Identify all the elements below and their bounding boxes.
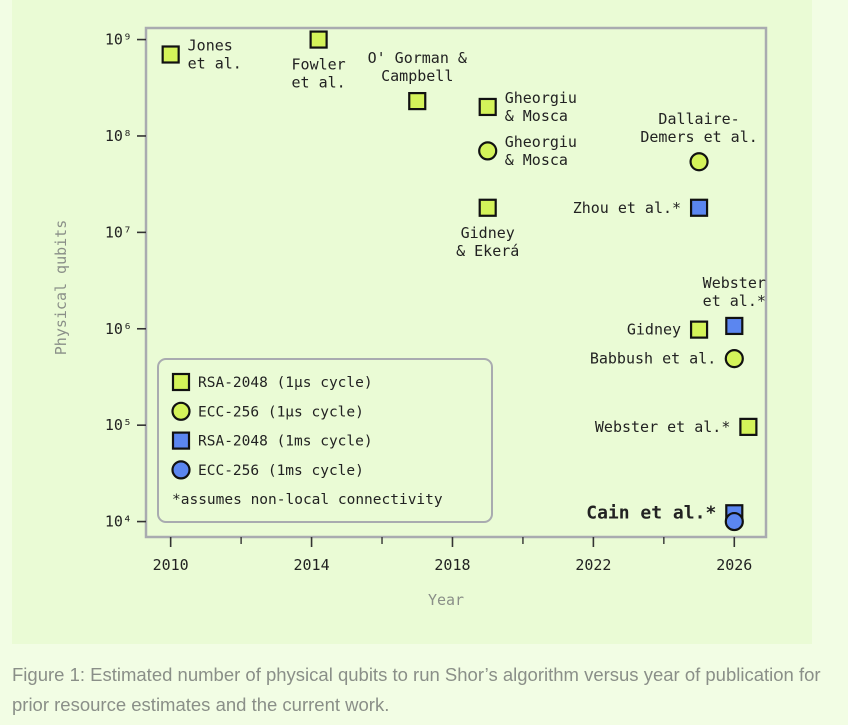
legend-marker — [171, 401, 191, 421]
figure-caption: Figure 1: Estimated number of physical q… — [12, 664, 821, 715]
x-tick-label: 2010 — [153, 556, 189, 574]
y-tick-label: 10⁴ — [105, 513, 132, 531]
y-tick-label: 10⁶ — [105, 320, 132, 338]
data-label: Fowler et al. — [292, 56, 346, 92]
data-label: Cain et al.* — [586, 502, 716, 523]
data-point — [689, 198, 709, 217]
plot-frame — [144, 26, 768, 539]
legend: RSA-2048 (1μs cycle) ECC-256 (1μs cycle) R… — [157, 358, 493, 523]
x-tick-label: 2026 — [716, 556, 752, 574]
y-tick-label: 10⁵ — [105, 416, 132, 434]
data-label: Gheorgiu & Mosca — [505, 89, 577, 125]
data-label: Gidney & Ekerá — [456, 224, 519, 260]
data-label: Webster et al.* — [595, 418, 730, 436]
legend-label: RSA-2048 (1μs cycle) — [198, 375, 373, 391]
data-point — [724, 349, 744, 369]
legend-label: RSA-2048 (1ms cycle) — [198, 434, 373, 450]
legend-note: *assumes non-local connectivity — [172, 492, 443, 508]
axes: 2010 2014 2018 2022 2026 10⁴ 10⁵ 10⁶ 10⁷ 10⁸ 10⁹ Ye… — [52, 31, 752, 609]
data-point — [408, 91, 427, 111]
data-points: Jones et al. Fowler et al. O' Gorman & Campbe… — [161, 30, 766, 532]
figure-panel: 2010 2014 2018 2022 2026 10⁴ 10⁵ 10⁶ 10⁷ 10⁸ 10⁹ Ye… — [12, 0, 812, 644]
x-tick-label: 2014 — [294, 556, 330, 574]
data-point — [478, 141, 498, 161]
data-point — [689, 320, 709, 339]
data-point — [478, 198, 497, 217]
data-point — [309, 30, 328, 49]
x-tick-label: 2018 — [434, 556, 470, 574]
data-label: O' Gorman & Campbell — [368, 49, 467, 85]
data-point — [689, 152, 709, 172]
data-label: Jones et al. — [188, 37, 242, 73]
data-point — [478, 97, 497, 117]
data-point — [739, 417, 758, 436]
x-tick-label: 2022 — [575, 556, 611, 574]
legend-label: ECC-256 (1μs cycle) — [198, 404, 364, 420]
legend-marker — [171, 460, 191, 480]
legend-marker — [171, 372, 191, 392]
y-axis-label: Physical qubits — [52, 220, 70, 355]
y-tick-label: 10⁸ — [105, 127, 132, 145]
data-label: Babbush et al. — [590, 350, 716, 368]
data-label: Gheorgiu & Mosca — [505, 133, 577, 169]
legend-box — [157, 358, 493, 523]
data-label: Webster et al.* — [703, 274, 766, 310]
data-label: Gidney — [627, 321, 681, 339]
data-point — [161, 45, 180, 64]
legend-label: ECC-256 (1ms cycle) — [198, 463, 364, 479]
data-point — [724, 511, 744, 532]
data-label: Dallaire-Demers et al. — [640, 110, 757, 146]
y-tick-label: 10⁷ — [105, 223, 132, 241]
legend-marker — [171, 431, 191, 450]
data-label: Zhou et al.* — [573, 199, 681, 217]
y-tick-label: 10⁹ — [105, 31, 132, 49]
x-axis-label: Year — [428, 591, 464, 609]
qubits-scatter-chart: 2010 2014 2018 2022 2026 10⁴ 10⁵ 10⁶ 10⁷ 10⁸ 10⁹ Ye… — [52, 26, 768, 609]
data-point — [725, 316, 744, 336]
